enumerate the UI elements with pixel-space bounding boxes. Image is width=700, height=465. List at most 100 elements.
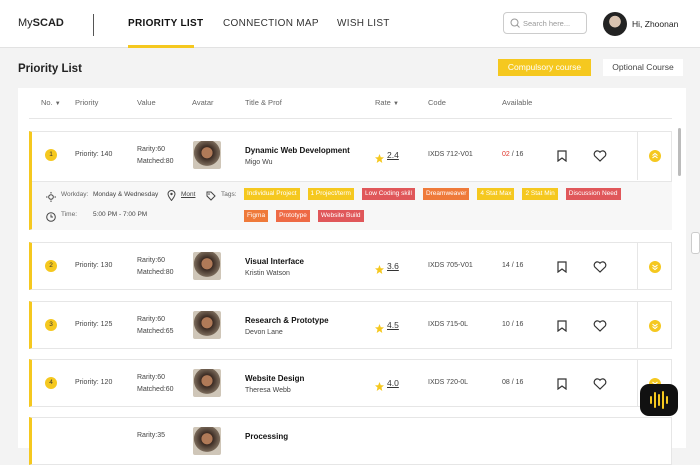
- user-avatar[interactable]: [603, 12, 627, 36]
- rating[interactable]: 3.6: [387, 261, 399, 271]
- voice-button[interactable]: [640, 384, 678, 416]
- sort-arrow: ▼: [392, 101, 399, 107]
- nav-tab[interactable]: WISH LIST: [337, 18, 390, 29]
- priority: Priority: 125: [75, 321, 113, 328]
- search-box[interactable]: Search here...: [503, 12, 587, 34]
- rarity: Rarity:60: [137, 316, 166, 323]
- course-row[interactable]: Rarity:35 Processing: [29, 417, 672, 465]
- matched: Matched:60: [137, 386, 174, 393]
- icon-part: [206, 191, 216, 201]
- time-label: Time:: [61, 211, 78, 218]
- course-title[interactable]: Processing: [245, 432, 289, 441]
- avatar[interactable]: [193, 141, 221, 169]
- filter-button[interactable]: Optional Course: [603, 59, 683, 76]
- avatar[interactable]: [193, 369, 221, 397]
- tag: Discussion Need: [565, 188, 621, 200]
- available-count: 14: [502, 262, 510, 269]
- nav-tab[interactable]: PRIORITY LIST: [128, 18, 204, 29]
- icon-part: [593, 261, 607, 273]
- icon-part: [208, 193, 210, 195]
- course-title[interactable]: Visual Interface: [245, 257, 304, 266]
- location-link[interactable]: Mont: [181, 191, 196, 198]
- star-icon: [375, 150, 384, 168]
- icon-part: [46, 192, 56, 202]
- icon-part: [48, 194, 54, 200]
- bookmark-button[interactable]: [557, 377, 567, 395]
- divider: [93, 14, 94, 36]
- icon-part: [649, 261, 661, 273]
- top-bar: MySCAD PRIORITY LIST CONNECTION MAP WISH…: [0, 0, 700, 48]
- voice-icon: [650, 391, 668, 409]
- available-count: 08: [502, 379, 510, 386]
- column-header[interactable]: Rate ▼: [375, 98, 399, 107]
- icon-part: [375, 382, 384, 391]
- icon-part: [649, 320, 661, 332]
- avatar[interactable]: [193, 252, 221, 280]
- expand-button[interactable]: [649, 260, 661, 278]
- heart-button[interactable]: [593, 149, 607, 167]
- icon-part: [593, 378, 607, 390]
- icon-part: [516, 24, 520, 28]
- row-divider: [637, 360, 638, 406]
- icon-part: [206, 191, 216, 201]
- rating[interactable]: 2.4: [387, 150, 399, 160]
- column-header[interactable]: No. ▼: [41, 98, 61, 107]
- course-title[interactable]: Website Design: [245, 374, 305, 383]
- course-row[interactable]: 3 Priority: 125 Rarity:60 Matched:65 Researc…: [29, 301, 672, 349]
- logo-light: My: [18, 17, 33, 29]
- course-row[interactable]: 1 Priority: 140 Rarity:60 Matched:80 Dynamic…: [29, 131, 672, 230]
- heart-button[interactable]: [593, 377, 607, 395]
- course-code: IXDS 712-V01: [428, 151, 473, 158]
- rating[interactable]: 4.5: [387, 320, 399, 330]
- logo[interactable]: MySCAD: [18, 17, 64, 29]
- bookmark-button[interactable]: [557, 319, 567, 337]
- availability: 14 / 16: [502, 262, 523, 269]
- availability: 02 / 16: [502, 151, 523, 158]
- expand-button[interactable]: [649, 319, 661, 337]
- tags-label: Tags:: [221, 191, 237, 198]
- icon-part: [557, 150, 567, 163]
- workday-label: Workday:: [61, 191, 89, 198]
- icon-part: [652, 152, 658, 159]
- availability: 10 / 16: [502, 321, 523, 328]
- avatar[interactable]: [193, 311, 221, 339]
- page-title: Priority List: [18, 63, 82, 75]
- rarity: Rarity:60: [137, 374, 166, 381]
- expand-button[interactable]: [649, 149, 661, 167]
- heart-button[interactable]: [593, 319, 607, 337]
- bookmark-button[interactable]: [557, 260, 567, 278]
- row-divider: [637, 302, 638, 348]
- total-seats: / 16: [511, 151, 524, 158]
- scrollbar[interactable]: [678, 128, 681, 176]
- heart-button[interactable]: [593, 260, 607, 278]
- tag: 1 Project/term: [307, 188, 354, 200]
- icon-part: [375, 154, 384, 163]
- icon-part: [50, 214, 53, 218]
- row-number: 3: [45, 319, 57, 331]
- rating[interactable]: 4.0: [387, 378, 399, 388]
- professor: Kristin Watson: [245, 270, 290, 277]
- row-number: 2: [45, 260, 57, 272]
- tag: Dreamweaver: [422, 188, 470, 200]
- course-row[interactable]: 4 Priority: 120 Rarity:60 Matched:60 Website…: [29, 359, 672, 407]
- course-row[interactable]: 2 Priority: 130 Rarity:60 Matched:80 Visual …: [29, 242, 672, 290]
- nav-tab[interactable]: CONNECTION MAP: [223, 18, 319, 29]
- column-header: Code: [428, 98, 446, 107]
- icon-part: [557, 378, 567, 391]
- priority: Priority: 130: [75, 262, 113, 269]
- icon-part: [170, 192, 173, 196]
- bookmark-button[interactable]: [557, 149, 567, 167]
- course-title[interactable]: Dynamic Web Development: [245, 146, 350, 155]
- filter-button[interactable]: Compulsory course: [498, 59, 591, 76]
- course-title[interactable]: Research & Prototype: [245, 316, 329, 325]
- star-icon: [375, 320, 384, 338]
- avatar[interactable]: [193, 427, 221, 455]
- icon-part: [557, 261, 567, 274]
- icon-part: [375, 265, 384, 274]
- icon-part: [557, 261, 567, 274]
- side-handle[interactable]: [691, 232, 700, 254]
- icon-part: [650, 391, 668, 409]
- tag: Low Coding skill: [361, 188, 415, 200]
- course-code: IXDS 720-0L: [428, 379, 469, 386]
